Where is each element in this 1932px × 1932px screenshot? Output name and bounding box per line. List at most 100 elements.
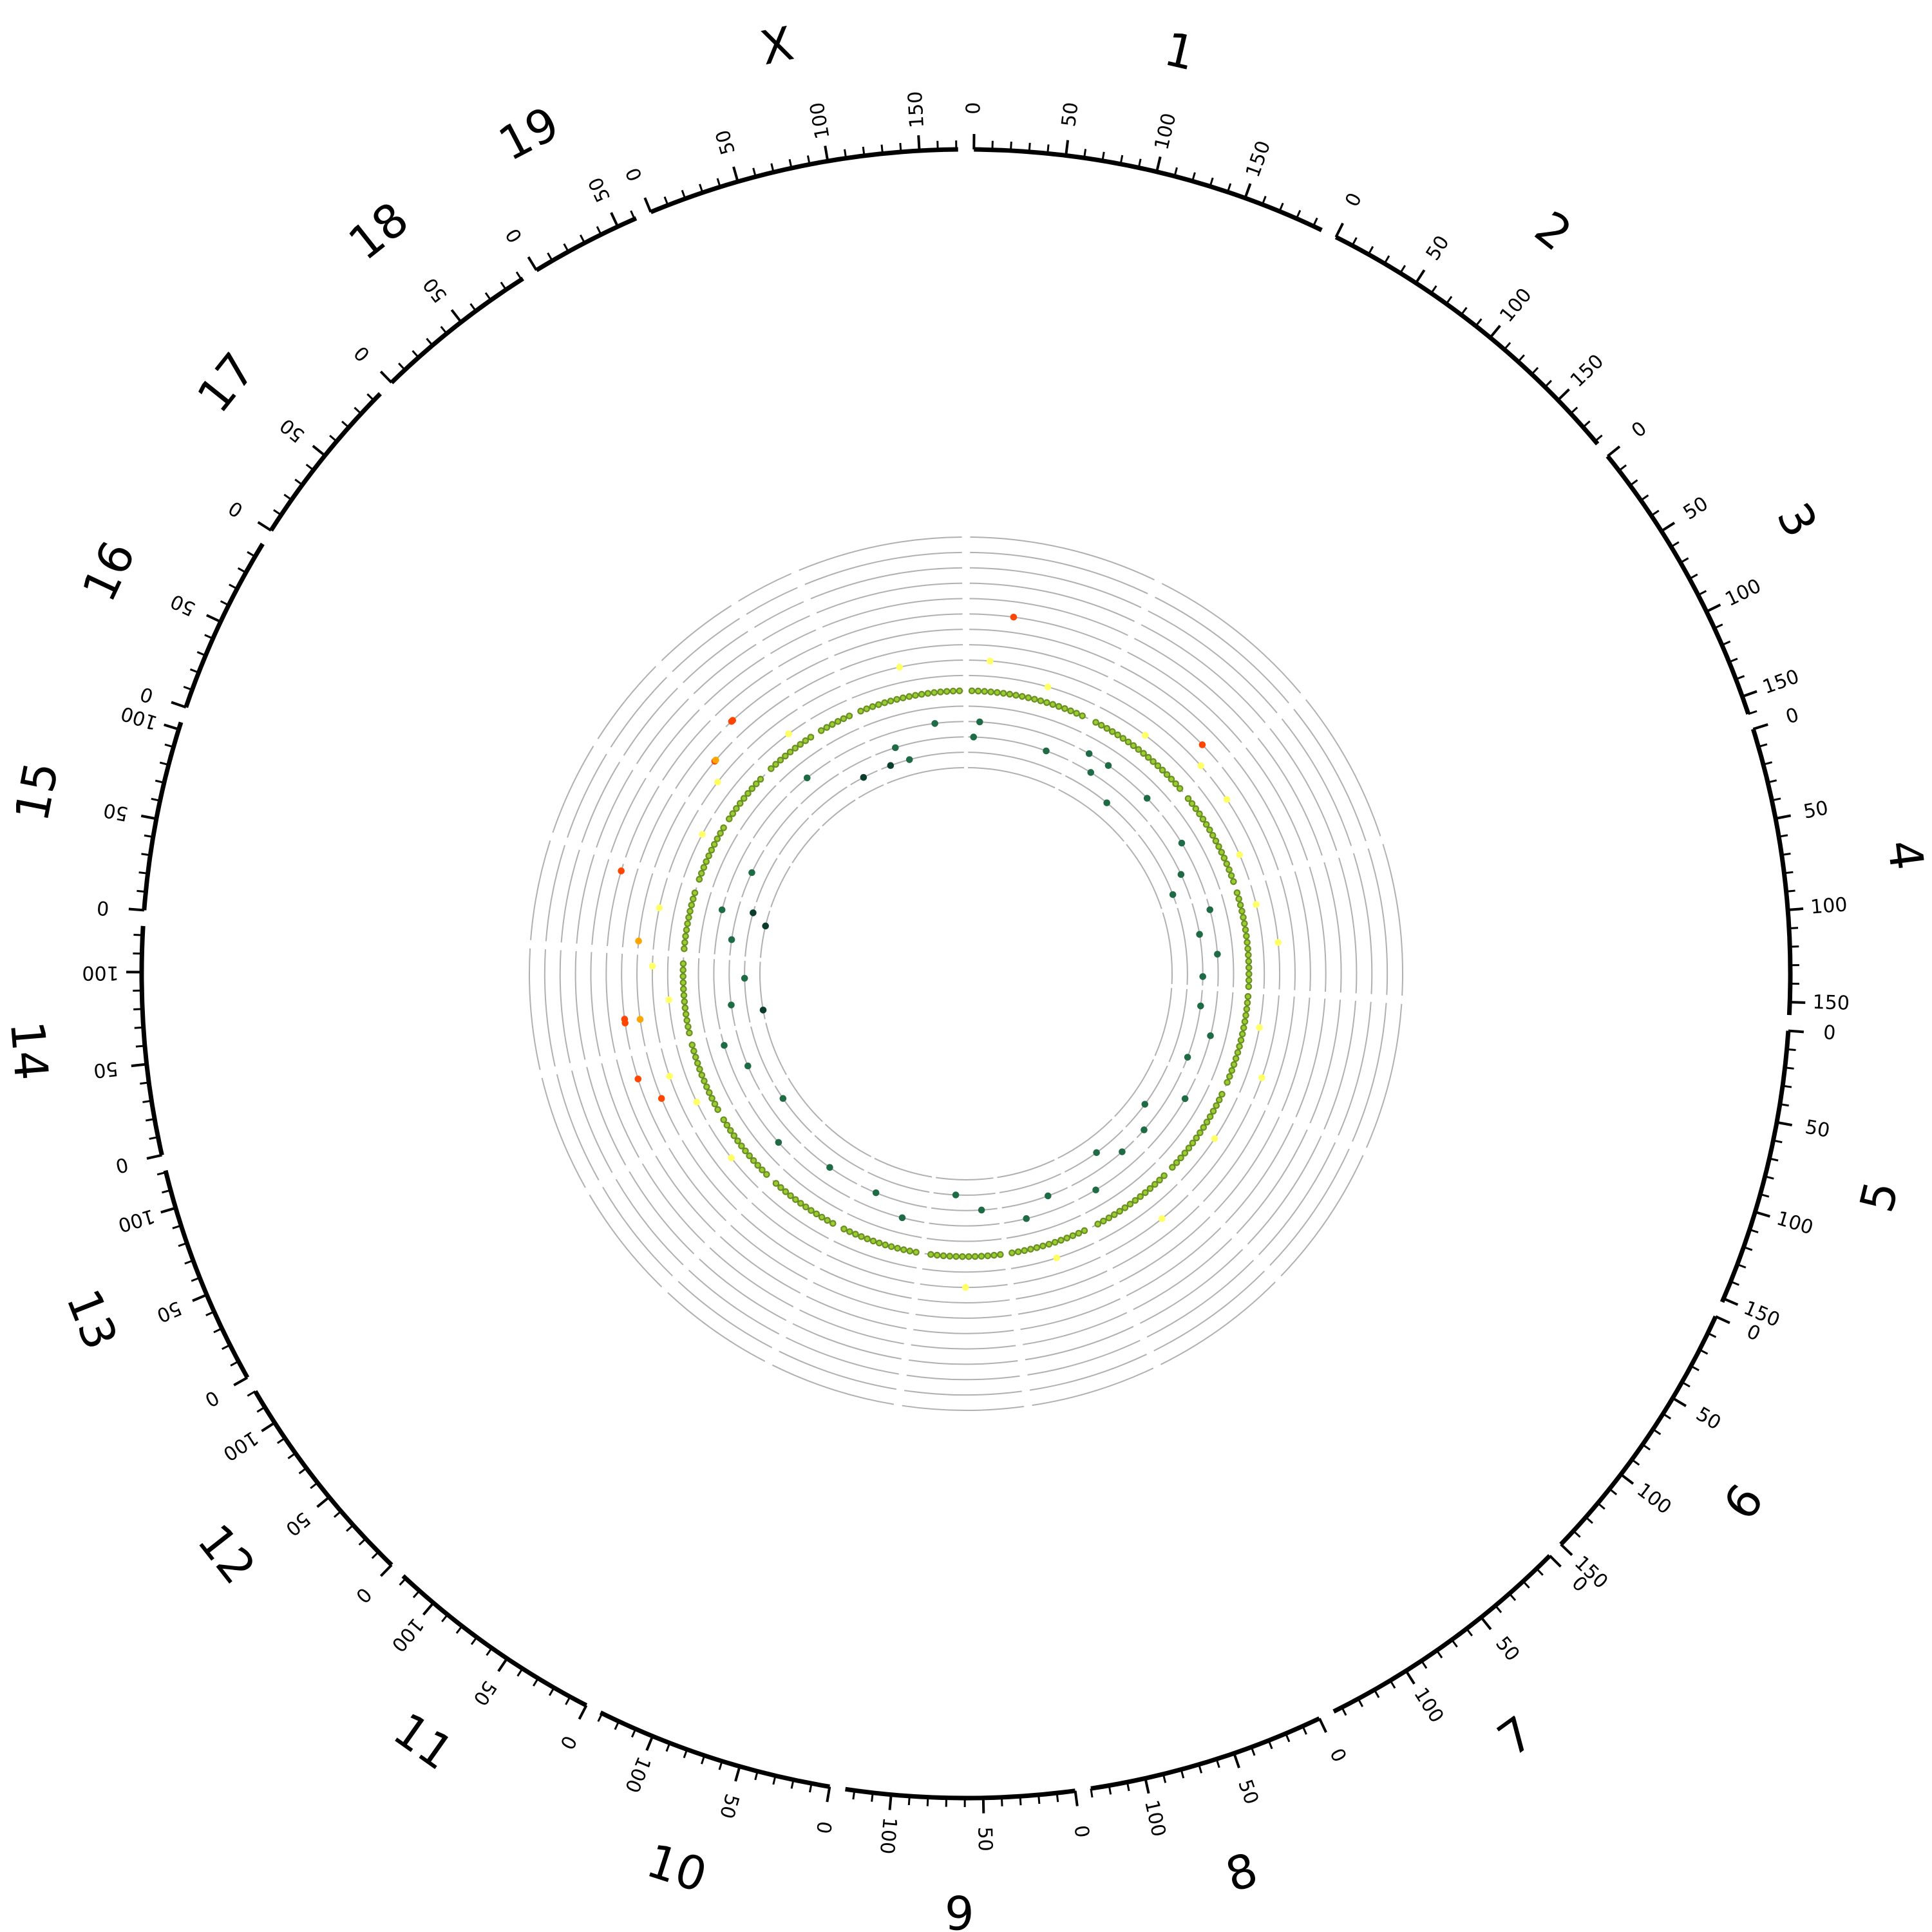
axis-tick [1065,140,1070,156]
grid-ring-arc [667,1292,766,1362]
grid-ring-arc [637,873,654,949]
axis-tick [1312,217,1318,227]
grid-ring-arc [688,1269,780,1335]
grid-ring-arc [1099,706,1195,782]
axis-tick [1672,1397,1687,1407]
grid-ring-arc [560,849,580,943]
grid-ring-arc [695,1132,748,1200]
axis-tick [1083,149,1087,158]
data-point [1135,746,1142,753]
data-point [803,774,811,782]
axis-tick [1785,1066,1794,1070]
data-point [858,1233,865,1240]
data-point [680,985,687,993]
data-point [1006,690,1014,698]
grid-ring-arc [1202,1110,1266,1202]
chromosome-arc-3 [1605,455,1751,715]
data-point [898,1214,906,1222]
data-point [1045,1240,1053,1248]
data-point [691,889,699,896]
grid-ring-arc [1078,1151,1146,1200]
grid-ring-arc [746,587,798,615]
grid-ring-arc [936,1177,994,1180]
data-point [896,663,904,671]
chromosome-label-4: 4 [1877,837,1932,873]
grid-ring-arc [601,1063,640,1158]
axis-tick [287,1452,296,1459]
grid-ring-arc [567,753,607,838]
data-point [682,1010,690,1018]
axis-tick [366,393,375,401]
axis-tick [734,1766,741,1782]
grid-ring-arc [822,598,963,628]
axis-tick [1226,183,1232,193]
axis-tick [824,146,829,162]
data-point [1177,871,1185,878]
axis-tick [229,583,238,590]
grid-ring-arc [576,854,595,944]
data-point [1178,839,1186,847]
grid-ring-arc [529,948,541,1070]
axis-tick [716,178,721,187]
axis-tick [1357,1698,1364,1707]
data-point [974,687,982,695]
data-point [687,907,694,915]
data-point [1154,762,1162,770]
data-point [997,1251,1004,1258]
data-point [1173,1159,1180,1166]
data-point [768,765,775,772]
data-point [1121,1204,1129,1211]
grid-ring-arc [736,696,790,739]
axis-tick [1119,155,1124,165]
axis-tick [1714,623,1723,629]
tick-label: 100 [875,1816,901,1855]
data-point [829,721,836,728]
axis-tick [1730,1280,1739,1286]
axis-tick [470,1636,478,1645]
data-point [962,1283,969,1291]
grid-ring-arc [607,864,624,947]
grid-ring-arc [1162,912,1173,985]
data-point [965,1253,972,1260]
data-point [1027,1245,1034,1253]
axis-tick [346,1524,354,1532]
axis-tick [699,184,704,193]
axis-tick [1680,557,1689,564]
data-point [797,1200,804,1207]
tick-label: 0 [350,341,374,366]
data-point [1151,1180,1159,1188]
data-point [1232,1055,1240,1062]
grid-ring-arc [833,1240,917,1269]
axis-tick [1549,1555,1562,1568]
axis-tick [752,167,757,177]
data-point [728,1001,735,1009]
axis-tick [256,1406,265,1413]
axis-tick [183,685,193,691]
data-point [807,734,815,741]
data-point [772,1180,780,1187]
axis-tick [1620,1473,1634,1485]
data-point [1104,762,1112,770]
data-point [882,1241,889,1249]
axis-tick [1573,1530,1581,1538]
axis-tick [1775,814,1792,820]
grid-ring-arc [969,659,1102,692]
grid-ring-arc [668,882,683,951]
grid-ring-arc [1099,1184,1178,1242]
chromosome-ideogram: 0 50 1001501050100150205010015030501001504… [0,16,1932,1932]
data-point [708,846,715,854]
data-point [987,688,994,696]
tick-label: 100 [1810,893,1848,918]
tick-label: 0 [811,1819,836,1835]
grid-ring-arc [1338,857,1358,994]
data-point [1097,721,1105,729]
grid-ring-arc [863,705,964,728]
grid-ring-arc [705,1037,734,1106]
grid-ring-arc [683,630,748,683]
data-point [686,1029,693,1037]
grid-ring-arc [1352,1003,1387,1142]
axis-tick [1689,573,1698,580]
axis-tick [1651,509,1660,516]
tick-label: 50 [1422,232,1454,265]
data-point [937,688,944,696]
